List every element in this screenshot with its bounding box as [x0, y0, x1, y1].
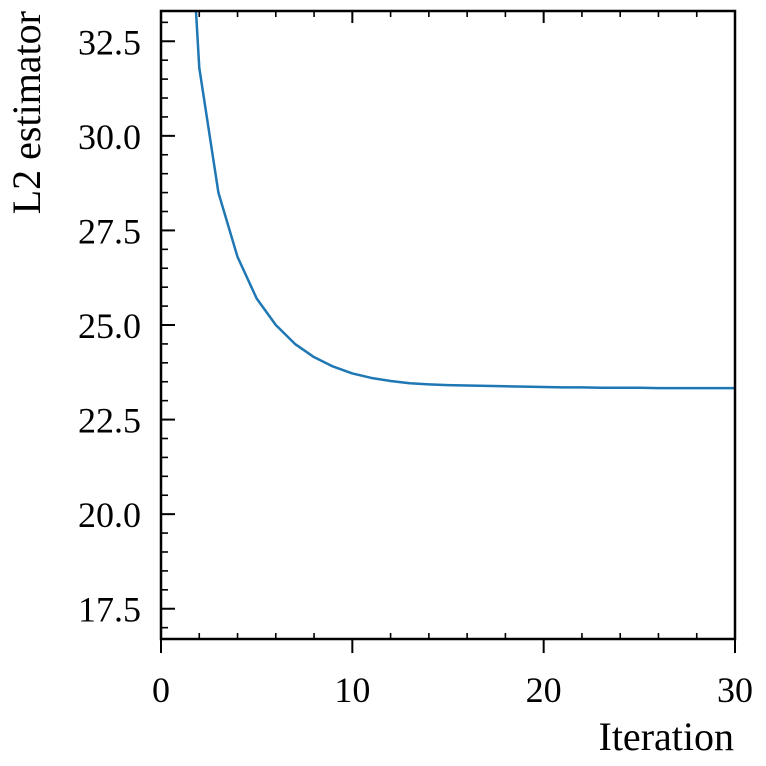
major-ticks: [160, 11, 736, 653]
y-tick-label: 20.0: [78, 495, 141, 535]
x-tick-label: 20: [526, 670, 562, 710]
plot-frame: [159, 9, 737, 641]
y-axis-label: L2 estimator: [4, 11, 49, 214]
minor-ticks: [161, 11, 698, 639]
y-tick-label: 32.5: [78, 22, 141, 62]
x-tick-label: 10: [334, 670, 370, 710]
series-layer: [194, 11, 735, 390]
y-tick-label: 25.0: [78, 306, 141, 346]
y-tick-label: 22.5: [78, 401, 141, 441]
y-tick-label: 17.5: [78, 590, 141, 630]
y-tick-label: 30.0: [78, 117, 141, 157]
x-tick-label: 30: [717, 670, 753, 710]
tick-labels: 0 10 20 30 17.5 20.0 22.5 25.0 27.5 30.0 32.5: [78, 22, 753, 710]
x-axis-label: Iteration: [599, 714, 735, 759]
series-line: [194, 11, 735, 390]
y-tick-label: 27.5: [78, 211, 141, 251]
x-tick-label: 0: [152, 670, 170, 710]
